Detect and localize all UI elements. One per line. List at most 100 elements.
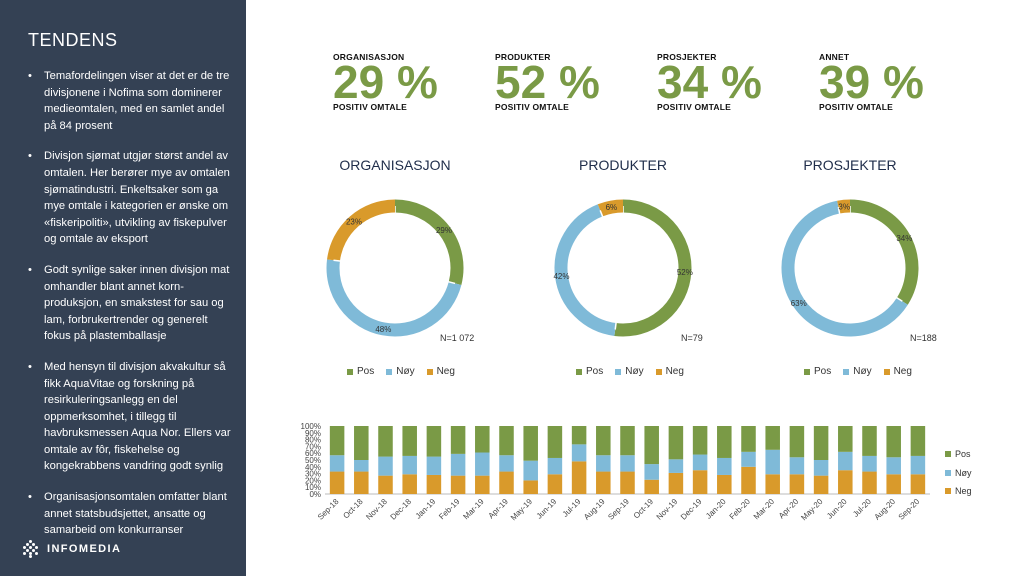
legend-label: Nøy xyxy=(853,366,872,377)
donut-legend: Pos Nøy Neg xyxy=(576,366,696,377)
bar-segment-pos xyxy=(862,426,877,456)
donut-data-label: 48% xyxy=(375,325,391,334)
legend-item: Nøy xyxy=(615,366,644,377)
y-tick-label: 30% xyxy=(305,470,321,479)
donut-segment-pos xyxy=(394,199,464,286)
bar-legend-label: Neg xyxy=(955,486,972,496)
kpi-label: ORGANISASJON xyxy=(333,52,405,62)
donut-separator xyxy=(447,280,456,285)
sidebar-title: TENDENS xyxy=(28,30,118,50)
donut-data-label: 3% xyxy=(838,202,850,211)
infomedia-logo: INFOMEDIA xyxy=(22,540,121,558)
bar-legend-swatch xyxy=(945,488,951,494)
x-tick-label: Apr-19 xyxy=(487,497,511,521)
donut-legend: Pos Nøy Neg xyxy=(804,366,924,377)
y-tick-label: 0% xyxy=(309,490,321,499)
donut-n: N=1 072 xyxy=(440,333,475,343)
kpi-label: PRODUKTER xyxy=(495,52,551,62)
legend-item: Neg xyxy=(655,366,684,377)
logo-dot xyxy=(35,552,38,555)
bar-legend-label: Pos xyxy=(955,449,971,459)
logo-dot xyxy=(26,543,29,546)
x-tick-label: Jun-19 xyxy=(535,497,559,521)
donut-segment-nøy xyxy=(781,200,908,337)
bar-segment-neg xyxy=(596,471,611,494)
x-tick-label: Mar-20 xyxy=(752,497,777,522)
bar-segment-pos xyxy=(354,426,369,460)
legend-swatch xyxy=(615,368,622,375)
legend-item: Pos xyxy=(347,366,374,377)
bar-segment-nøy xyxy=(596,455,611,472)
donut-title: PRODUKTER xyxy=(579,157,667,173)
legend-item: Pos xyxy=(576,366,603,377)
bar-segment-neg xyxy=(789,474,805,494)
bar-segment-neg xyxy=(644,479,659,494)
bar-segment-pos xyxy=(910,426,926,456)
bar-segment-neg xyxy=(499,471,514,494)
kpi-annet: ANNET 39 % POSITIV OMTALE xyxy=(819,52,959,112)
bar-segment-nøy xyxy=(692,454,708,471)
donut-data-label: 42% xyxy=(553,272,569,281)
donut-segment-neg xyxy=(327,199,396,262)
bar-segment-pos xyxy=(378,426,393,457)
x-tick-label: Nov-19 xyxy=(655,497,680,522)
bar-segment-pos xyxy=(329,426,345,456)
legend-swatch xyxy=(386,368,393,375)
legend-label: Pos xyxy=(814,366,832,377)
bar-segment-pos xyxy=(692,426,708,455)
bar-segment-pos xyxy=(838,426,853,452)
donut-segment-neg xyxy=(837,199,851,214)
bar-segment-neg xyxy=(547,474,563,494)
bar-segment-pos xyxy=(765,426,780,450)
bar-segment-pos xyxy=(789,426,805,458)
bar-segment-pos xyxy=(596,426,611,456)
bar-segment-pos xyxy=(475,426,490,453)
bar-segment-nøy xyxy=(426,456,442,475)
bar-legend-swatch xyxy=(945,451,951,457)
x-tick-label: Oct-19 xyxy=(632,497,656,521)
bar-segment-nøy xyxy=(571,444,587,462)
bar-segment-neg xyxy=(523,480,538,494)
bar-segment-neg xyxy=(765,474,780,494)
bar-segment-neg xyxy=(862,471,877,494)
kpi-label: ANNET xyxy=(819,52,850,62)
bar-segment-neg xyxy=(838,470,853,494)
legend-label: Pos xyxy=(357,366,375,377)
x-tick-label: Jan-19 xyxy=(414,497,438,521)
x-tick-label: Sep-18 xyxy=(316,497,341,522)
y-tick-label: 60% xyxy=(305,449,321,458)
bar-legend-swatch xyxy=(945,470,951,476)
x-tick-label: Nov-18 xyxy=(364,497,389,522)
donut-separator xyxy=(599,210,604,218)
donut-data-label: 34% xyxy=(896,234,912,243)
donut-data-label: 63% xyxy=(791,299,807,308)
logo-text: INFOMEDIA xyxy=(47,543,122,555)
bar-segment-pos xyxy=(741,426,756,452)
bar-segment-pos xyxy=(620,426,635,456)
bullet-item: Divisjon sjømat utgjør størst andel av o… xyxy=(28,148,232,248)
x-tick-label: Dec-18 xyxy=(389,497,414,522)
bar-segment-pos xyxy=(668,426,684,460)
kpi-prosjekter: PROSJEKTER 34 % POSITIV OMTALE xyxy=(657,52,797,112)
x-tick-label: Feb-19 xyxy=(437,497,462,522)
logo-dot xyxy=(32,543,35,546)
logo-dot xyxy=(26,549,29,552)
donut-segment-pos xyxy=(614,199,692,337)
kpi-organisasjon: ORGANISASJON 29 % POSITIV OMTALE xyxy=(333,52,473,112)
x-tick-label: Jun-20 xyxy=(825,497,849,521)
bullet-item: Godt synlige saker innen divisjon mat om… xyxy=(28,262,232,345)
bar-segment-nøy xyxy=(644,464,659,480)
y-tick-label: 20% xyxy=(305,476,321,485)
bar-segment-nøy xyxy=(499,455,514,472)
donut-data-label: 6% xyxy=(606,203,618,212)
legend-label: Neg xyxy=(436,366,455,377)
x-tick-label: May-20 xyxy=(799,497,825,523)
kpi-sub: POSITIV OMTALE xyxy=(819,102,893,112)
bar-segment-nøy xyxy=(402,455,417,475)
bar-segment-nøy xyxy=(378,456,393,476)
logo-dot xyxy=(23,552,26,555)
donut-data-label: 52% xyxy=(677,268,693,277)
bar-segment-pos xyxy=(886,426,901,458)
bar-segment-pos xyxy=(450,426,466,454)
donut-separator xyxy=(333,259,342,262)
